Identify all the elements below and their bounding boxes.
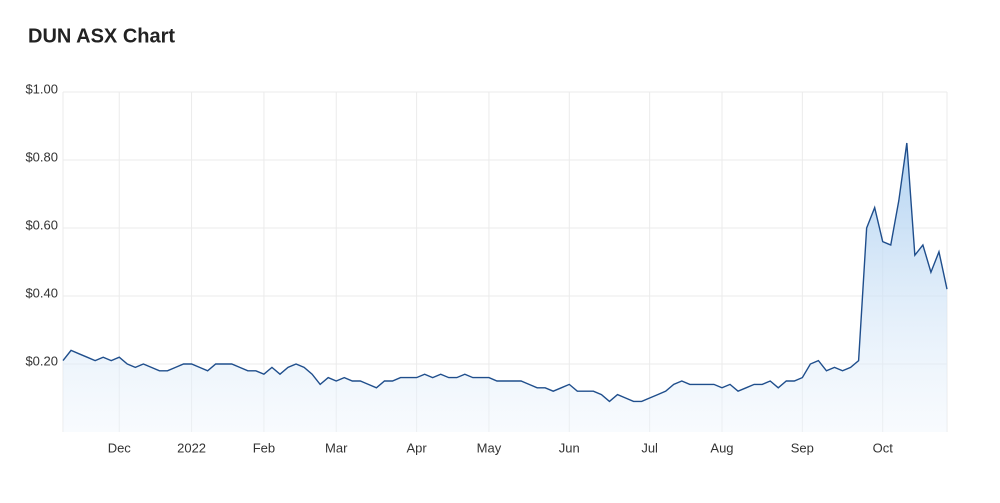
chart-title: DUN ASX Chart [28, 25, 175, 47]
x-tick-label: Dec [108, 440, 132, 455]
price-line [62, 142, 948, 403]
y-tick-label: $0.40 [25, 285, 58, 300]
x-tick-label: Feb [253, 440, 275, 455]
x-tick-label: Mar [325, 440, 348, 455]
x-tick-label: Apr [406, 440, 427, 455]
y-tick-label: $0.20 [25, 353, 58, 368]
y-tick-label: $0.60 [25, 217, 58, 232]
x-tick-label: Sep [791, 440, 814, 455]
y-tick-label: $1.00 [25, 81, 58, 96]
x-tick-label: Aug [710, 440, 733, 455]
y-tick-label: $0.80 [25, 149, 58, 164]
x-tick-label: Jul [641, 440, 658, 455]
x-tick-label: Oct [873, 440, 894, 455]
x-tick-label: Jun [559, 440, 580, 455]
x-tick-label: 2022 [177, 440, 206, 455]
area [63, 143, 947, 432]
x-tick-label: May [477, 440, 502, 455]
